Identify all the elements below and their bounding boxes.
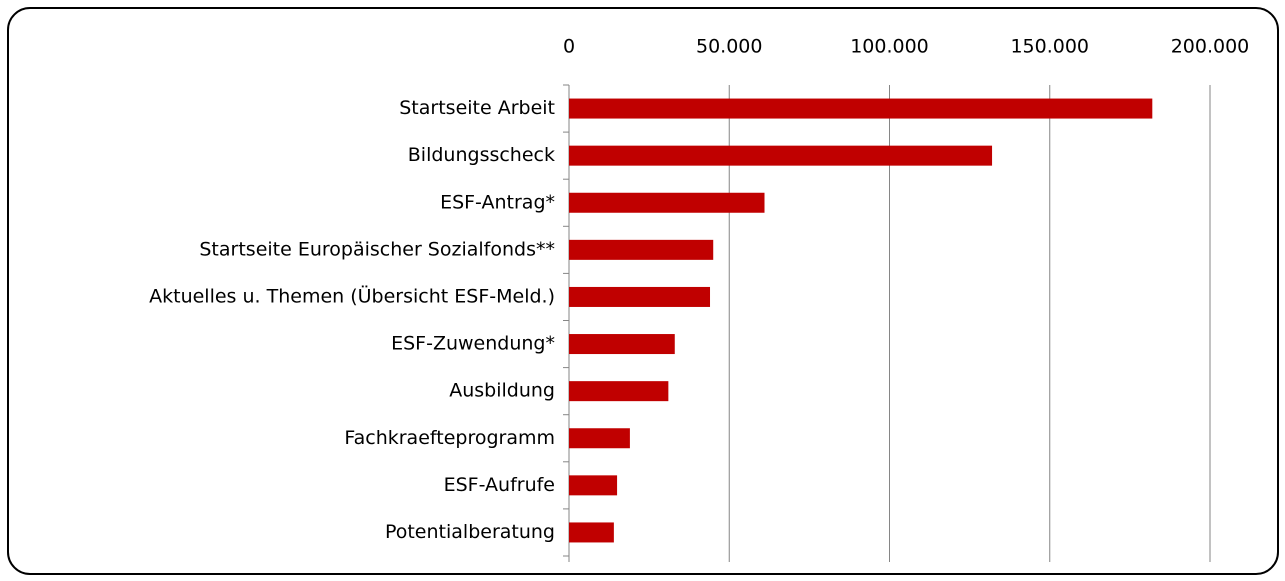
bar xyxy=(569,475,618,496)
bar xyxy=(569,428,630,449)
y-tick-label: Fachkraefteprogramm xyxy=(344,427,555,449)
y-tick-label: ESF-Antrag* xyxy=(440,191,555,213)
bar xyxy=(569,239,714,260)
y-tick-label: Startseite Arbeit xyxy=(399,97,555,119)
x-tick-label: 50.000 xyxy=(696,36,762,58)
bar xyxy=(569,98,1153,119)
bar xyxy=(569,522,614,543)
bar xyxy=(569,192,765,213)
x-tick-label: 200.000 xyxy=(1171,36,1250,58)
bar xyxy=(569,381,669,402)
y-tick-label: ESF-Zuwendung* xyxy=(391,333,555,355)
bar xyxy=(569,286,711,307)
x-tick-label: 150.000 xyxy=(1010,36,1089,58)
bar xyxy=(569,334,675,355)
y-tick-label: Aktuelles u. Themen (Übersicht ESF-Meld.… xyxy=(149,284,555,307)
x-tick-label: 0 xyxy=(563,36,575,58)
x-tick-label: 100.000 xyxy=(850,36,929,58)
y-tick-label: Potentialberatung xyxy=(385,521,555,543)
y-tick-label: Ausbildung xyxy=(449,380,555,402)
y-tick-label: Startseite Europäischer Sozialfonds** xyxy=(199,238,555,260)
y-tick-label: Bildungsscheck xyxy=(408,144,555,166)
bar xyxy=(569,145,993,166)
y-tick-label: ESF-Aufrufe xyxy=(444,474,555,496)
